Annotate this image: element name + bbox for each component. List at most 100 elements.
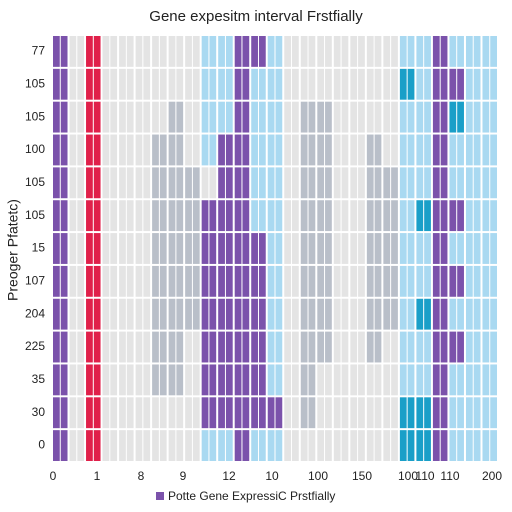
heatmap-cell-stripe <box>473 101 481 133</box>
heatmap-cell <box>300 200 308 232</box>
heatmap-cell-stripe <box>209 200 217 232</box>
heatmap-cell <box>201 397 209 429</box>
heatmap-cell <box>251 430 258 461</box>
heatmap-cell-stripe <box>159 331 167 363</box>
heatmap-cell-stripe <box>275 331 283 363</box>
heatmap-cell-stripe <box>176 298 184 330</box>
heatmap-cell <box>119 233 126 264</box>
heatmap-cell-stripe <box>374 36 382 67</box>
heatmap-cell <box>267 68 275 100</box>
heatmap-cell <box>399 68 407 100</box>
heatmap-cell <box>267 364 275 396</box>
heatmap-cell <box>251 397 258 429</box>
heatmap-cell <box>317 68 325 100</box>
heatmap-cell-stripe <box>126 200 134 232</box>
heatmap-cell <box>201 233 209 264</box>
heatmap-cell <box>152 265 159 297</box>
heatmap-cell-stripe <box>473 397 481 429</box>
heatmap-cell-stripe <box>341 101 349 133</box>
heatmap-cell-stripe <box>391 68 398 100</box>
heatmap-cell-stripe <box>407 167 415 199</box>
heatmap-cell-stripe <box>374 101 382 133</box>
heatmap-cell-stripe <box>110 430 118 461</box>
heatmap-cell-stripe <box>159 364 167 396</box>
heatmap-cell-stripe <box>192 430 200 461</box>
heatmap-cell <box>465 233 473 264</box>
heatmap-cell-stripe <box>407 233 415 264</box>
heatmap-cell-stripe <box>358 430 365 461</box>
heatmap-cell <box>482 331 490 363</box>
heatmap-cell-stripe <box>473 36 481 67</box>
heatmap-cell <box>383 364 391 396</box>
heatmap-cell-stripe <box>424 200 431 232</box>
heatmap-cell-stripe <box>308 397 316 429</box>
heatmap-cell-stripe <box>358 298 365 330</box>
heatmap-cell-stripe <box>424 364 431 396</box>
heatmap-cell-stripe <box>358 331 365 363</box>
heatmap-cell <box>267 331 275 363</box>
heatmap-cell-stripe <box>292 200 299 232</box>
heatmap-cell-stripe <box>308 265 316 297</box>
heatmap-cell-stripe <box>159 233 167 264</box>
heatmap-cell <box>465 167 473 199</box>
heatmap-cell <box>317 265 325 297</box>
heatmap-cell <box>383 200 391 232</box>
heatmap-cell-stripe <box>424 101 431 133</box>
heatmap-cell <box>185 430 192 461</box>
heatmap-cell <box>416 134 424 166</box>
heatmap-cell <box>135 298 143 330</box>
heatmap-cell-stripe <box>258 167 266 199</box>
heatmap-cell-stripe <box>457 200 464 232</box>
y-tick-label: 77 <box>32 44 46 58</box>
heatmap-cell <box>251 233 258 264</box>
heatmap-cell-stripe <box>242 36 250 67</box>
heatmap-cell-stripe <box>77 134 85 166</box>
heatmap-cell-stripe <box>457 134 464 166</box>
heatmap-cell <box>218 134 225 166</box>
heatmap-cell-stripe <box>391 36 398 67</box>
heatmap-cell <box>416 200 424 232</box>
heatmap-cell-stripe <box>407 36 415 67</box>
heatmap-cell-stripe <box>341 134 349 166</box>
heatmap-cell <box>102 36 110 67</box>
heatmap-cell-stripe <box>192 167 200 199</box>
heatmap-cell-stripe <box>242 298 250 330</box>
heatmap-cell <box>218 167 225 199</box>
heatmap-cell <box>300 68 308 100</box>
heatmap-cell <box>135 167 143 199</box>
heatmap-cell <box>234 430 242 461</box>
heatmap-cell <box>465 331 473 363</box>
heatmap-cell <box>152 68 159 100</box>
heatmap-cell-stripe <box>457 101 464 133</box>
heatmap-cell <box>350 265 358 297</box>
heatmap-cell-stripe <box>126 167 134 199</box>
heatmap-cell-stripe <box>242 364 250 396</box>
heatmap-cell <box>168 167 176 199</box>
heatmap-cell-stripe <box>341 36 349 67</box>
y-tick-label: 204 <box>25 306 45 320</box>
heatmap-cell-stripe <box>209 36 217 67</box>
heatmap-cell-stripe <box>325 233 332 264</box>
heatmap-cell <box>218 331 225 363</box>
heatmap-cell <box>168 331 176 363</box>
heatmap-cell-stripe <box>225 364 233 396</box>
y-tick-label: 105 <box>25 175 45 189</box>
heatmap-cell-stripe <box>209 265 217 297</box>
heatmap-cell <box>86 134 93 166</box>
y-axis-title: Preoger Pfatetc) <box>5 199 21 301</box>
heatmap-cell-stripe <box>457 397 464 429</box>
heatmap-cell <box>399 397 407 429</box>
heatmap-cell-stripe <box>159 134 167 166</box>
heatmap-cell-stripe <box>490 397 497 429</box>
heatmap-cell-stripe <box>93 36 101 67</box>
heatmap-cell-stripe <box>490 331 497 363</box>
heatmap-cell <box>185 68 192 100</box>
heatmap-cell <box>234 265 242 297</box>
heatmap-cell-stripe <box>126 430 134 461</box>
heatmap-cell <box>432 397 440 429</box>
heatmap-cell-stripe <box>176 200 184 232</box>
heatmap-cell <box>416 101 424 133</box>
heatmap-cell <box>350 68 358 100</box>
heatmap-cell <box>267 430 275 461</box>
heatmap-cell <box>69 233 77 264</box>
